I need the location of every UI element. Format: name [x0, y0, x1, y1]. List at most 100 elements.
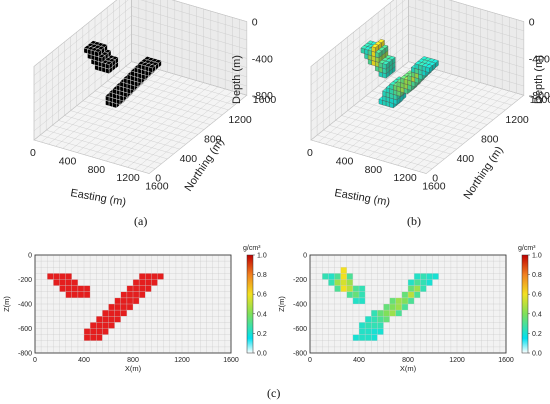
x-tick-label: 800	[402, 357, 414, 364]
density-cell	[133, 291, 140, 298]
easting-tick: 0	[307, 147, 313, 159]
density-cell	[359, 322, 366, 329]
density-cell	[120, 310, 127, 317]
easting-tick: 800	[365, 164, 383, 176]
colorbar-tick: 0.8	[257, 272, 267, 279]
density-cell	[414, 285, 421, 292]
density-cell	[126, 291, 133, 298]
section-true-model: 0 400 800 1200 1600 0 -200 -400 -600 -800 X(m) Z(m)…	[2, 245, 267, 373]
density-cell	[151, 273, 158, 280]
easting-tick: 1200	[116, 172, 140, 184]
density-cell	[133, 297, 140, 304]
easting-tick-labels: 0 400 800 1200 1600	[307, 147, 446, 193]
density-cell	[133, 285, 140, 292]
easting-tick: 1600	[145, 181, 169, 193]
density-cell	[426, 279, 433, 286]
colorbar-tick: 0.8	[532, 272, 542, 279]
y-tick-label: -800	[293, 351, 307, 358]
y-tick-label: -200	[18, 277, 32, 284]
density-cell	[365, 316, 372, 323]
density-cell	[108, 322, 115, 329]
density-cell	[371, 334, 378, 341]
density-cell	[420, 273, 427, 280]
colorbar-tick: 0.4	[532, 311, 542, 318]
density-cell	[102, 316, 109, 323]
density-cell	[139, 273, 146, 280]
x-tick-label: 1600	[223, 357, 239, 364]
colorbar-tick: 1.0	[257, 253, 267, 260]
density-cell	[359, 291, 366, 298]
depth-tick: -400	[529, 53, 550, 65]
inverted-density-body	[360, 39, 439, 109]
density-cell	[383, 310, 390, 317]
density-cell	[65, 291, 72, 298]
density-cell	[389, 304, 396, 311]
density-cell	[340, 285, 347, 292]
density-cell	[395, 310, 402, 317]
density-cell	[96, 322, 103, 329]
easting-tick-labels: 0 400 800 1200 1600	[30, 147, 169, 193]
density-cell	[114, 304, 121, 311]
easting-tick: 1600	[422, 181, 446, 193]
density-cell	[352, 297, 359, 304]
density-cell	[359, 328, 366, 335]
density-cell	[120, 291, 127, 298]
density-cell	[352, 334, 359, 341]
density-cell	[96, 334, 103, 341]
density-cell	[114, 316, 121, 323]
easting-tick: 1200	[393, 172, 417, 184]
density-cell	[65, 279, 72, 286]
northing-tick: 1200	[505, 114, 529, 126]
density-cell	[401, 297, 408, 304]
density-cell	[432, 273, 439, 280]
density-cell	[139, 285, 146, 292]
x-axis-label: X(m)	[400, 364, 417, 373]
colorbar-tick: 0.6	[532, 292, 542, 299]
density-cell	[340, 279, 347, 286]
density-cell	[383, 304, 390, 311]
x-axis-label: X(m)	[125, 364, 142, 373]
density-cell	[328, 273, 335, 280]
3d-axes-box	[310, 0, 525, 174]
density-cell	[395, 297, 402, 304]
density-cell	[408, 297, 415, 304]
y-axis-label: Z(m)	[277, 296, 286, 312]
3d-axes-box	[33, 0, 248, 174]
x-tick-label: 800	[127, 357, 139, 364]
y-axis-label: Z(m)	[2, 296, 11, 312]
voxel-face	[371, 43, 379, 48]
density-cell	[377, 310, 384, 317]
density-cell	[77, 285, 84, 292]
density-cell	[47, 273, 54, 280]
density-cell	[371, 328, 378, 335]
voxel-face	[425, 64, 433, 69]
density-cell	[84, 291, 91, 298]
depth-tick: 0	[529, 17, 535, 29]
panel-c-2d-sections: 0 400 800 1200 1600 0 -200 -400 -600 -800 X(m) Z(m)…	[2, 245, 542, 400]
colorbar-unit: g/cm³	[243, 245, 261, 252]
colorbar-tick: 1.0	[532, 253, 542, 260]
density-cell	[108, 316, 115, 323]
density-cell	[90, 328, 97, 335]
density-cell	[420, 279, 427, 286]
density-cell	[145, 285, 152, 292]
voxel-face	[94, 48, 102, 53]
density-cell	[59, 285, 66, 292]
x-tick-label: 1200	[174, 357, 190, 364]
density-cell	[334, 273, 341, 280]
density-cell	[389, 310, 396, 317]
easting-axis-label: Easting (m)	[69, 187, 126, 209]
density-cell	[90, 334, 97, 341]
x-tick-label: 1600	[498, 357, 514, 364]
density-cell	[371, 316, 378, 323]
northing-tick: 1600	[530, 94, 550, 106]
colorbar-tick: 0.0	[532, 351, 542, 358]
density-cell	[359, 334, 366, 341]
density-cell	[120, 304, 127, 311]
density-cell	[334, 285, 341, 292]
density-cell	[328, 279, 335, 286]
colorbar	[246, 254, 254, 354]
colorbar-tick: 0.4	[257, 311, 267, 318]
density-cell	[414, 273, 421, 280]
